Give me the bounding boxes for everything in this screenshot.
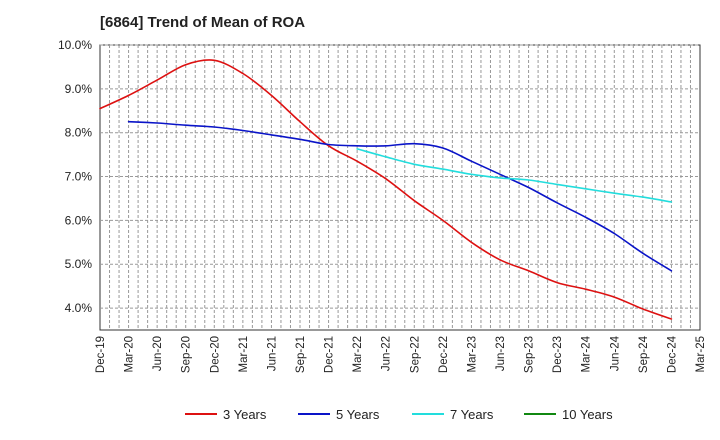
y-tick-label: 4.0%: [65, 301, 93, 315]
y-tick-label: 8.0%: [65, 126, 93, 140]
x-tick-label: Sep-21: [295, 336, 307, 373]
x-tick-label: Jun-22: [381, 336, 393, 371]
y-tick-label: 6.0%: [65, 213, 93, 227]
x-tick-label: Jun-24: [609, 335, 621, 371]
legend-label: 5 Years: [336, 407, 380, 422]
y-tick-label: 5.0%: [65, 257, 93, 271]
y-tick-label: 7.0%: [65, 170, 93, 184]
legend-label: 3 Years: [223, 407, 267, 422]
x-tick-label: Dec-20: [209, 336, 221, 373]
y-axis: 4.0% 5.0% 6.0% 7.0% 8.0% 9.0% 10.0%: [58, 38, 92, 315]
x-tick-label: Sep-23: [524, 336, 536, 373]
legend: 3 Years 5 Years 7 Years 10 Years: [185, 407, 613, 422]
x-tick-label: Sep-22: [409, 336, 421, 373]
x-tick-label: Jun-23: [495, 336, 507, 371]
x-tick-label: Jun-21: [266, 336, 278, 371]
y-tick-label: 9.0%: [65, 82, 93, 96]
x-tick-label: Sep-24: [638, 335, 650, 373]
x-tick-label: Mar-25: [695, 336, 707, 372]
plot-area: [99, 44, 701, 331]
x-tick-label: Dec-21: [324, 336, 336, 373]
x-tick-label: Sep-20: [181, 336, 193, 373]
x-tick-label: Dec-19: [95, 336, 107, 373]
x-tick-label: Dec-23: [552, 336, 564, 373]
legend-label: 10 Years: [562, 407, 613, 422]
chart-title: [6864] Trend of Mean of ROA: [100, 14, 306, 31]
series-line-5-years: [127, 120, 673, 272]
x-tick-label: Mar-22: [352, 336, 364, 372]
series-line-7-years: [356, 148, 673, 203]
series-line-3-years: [99, 59, 673, 320]
x-tick-label: Mar-24: [581, 335, 593, 372]
x-tick-label: Dec-24: [666, 335, 678, 373]
x-tick-label: Jun-20: [152, 336, 164, 371]
legend-label: 7 Years: [450, 407, 494, 422]
series-layer: [99, 59, 673, 320]
x-tick-label: Dec-22: [438, 336, 450, 373]
x-tick-label: Mar-23: [466, 336, 478, 372]
x-tick-label: Mar-20: [124, 336, 136, 372]
x-tick-label: Mar-21: [238, 336, 250, 372]
grid-layer: [100, 44, 700, 330]
x-axis: Dec-19 Mar-20 Jun-20 Sep-20 Dec-20 Mar-21 Jun-…: [95, 335, 707, 373]
y-tick-label: 10.0%: [58, 38, 92, 52]
